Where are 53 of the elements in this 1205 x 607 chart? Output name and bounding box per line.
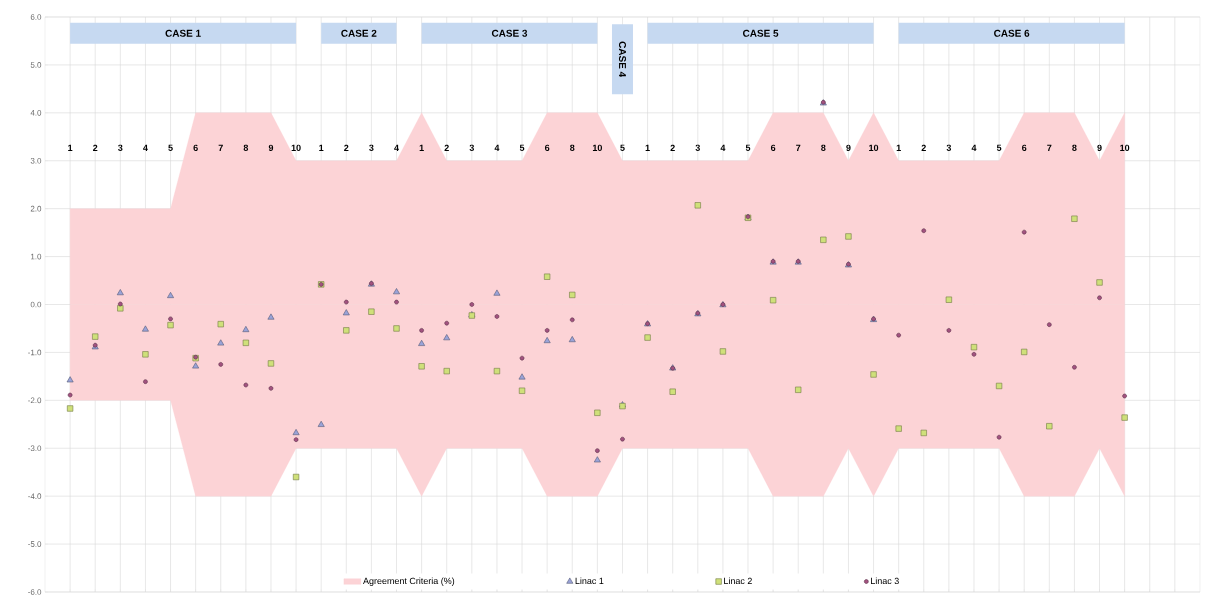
x-tick-label: 2 <box>444 144 449 151</box>
legend-label: Linac 1 <box>575 577 604 585</box>
x-tick-label: 7 <box>218 144 223 151</box>
x-tick-label: 4 <box>720 144 726 151</box>
x-tick-label: 4 <box>494 144 500 151</box>
x-tick-label: 3 <box>369 144 374 151</box>
x-tick-label: 8 <box>570 144 575 151</box>
x-tick-label: 6 <box>544 144 550 151</box>
x-tick-label: 1 <box>896 144 901 151</box>
x-tick-label: 1 <box>645 144 650 151</box>
x-tick-label: 9 <box>846 144 851 151</box>
x-tick-label: 2 <box>670 144 675 151</box>
x-tick-label: 2 <box>93 144 98 151</box>
x-tick-label: 3 <box>695 144 700 151</box>
x-tick-label: 6 <box>770 144 776 151</box>
x-tick-label: 3 <box>469 144 474 151</box>
annotation: CASE 6 <box>994 29 1030 37</box>
x-tick-label: 5 <box>620 144 625 151</box>
legend-label: Linac 3 <box>871 577 899 585</box>
x-tick-label: 3 <box>118 144 123 151</box>
x-tick-label: 3 <box>946 144 952 151</box>
x-tick-label: 10 <box>869 144 879 151</box>
x-tick-label: 4 <box>971 144 977 151</box>
x-tick-label: 8 <box>243 144 249 151</box>
x-tick-label: 10 <box>592 144 602 151</box>
x-tick-label: 5 <box>745 144 751 151</box>
x-tick-label: 7 <box>796 144 801 151</box>
x-tick-label: 9 <box>1097 144 1102 151</box>
x-tick-label: 8 <box>821 144 826 151</box>
x-tick-label: 8 <box>1072 144 1077 151</box>
x-tick-label: 4 <box>394 144 399 151</box>
x-tick-label: 1 <box>419 144 424 151</box>
annotation: CASE 4 <box>618 41 626 78</box>
legend-label: Agreement Criteria (%) <box>363 577 455 586</box>
x-tick-label: 2 <box>921 144 926 151</box>
x-tick-label: 5 <box>996 144 1002 151</box>
annotation: CASE 2 <box>341 29 377 37</box>
annotation: CASE 3 <box>491 29 528 37</box>
annotation: CASE 5 <box>742 29 779 37</box>
x-tick-label: 9 <box>268 144 274 151</box>
x-tick-label: 10 <box>291 144 301 151</box>
x-tick-label: 7 <box>1047 144 1052 151</box>
x-tick-label: 5 <box>168 144 173 151</box>
x-tick-label: 10 <box>1120 144 1130 151</box>
legend-label: Linac 2 <box>724 577 752 585</box>
x-tick-label: 1 <box>68 144 73 151</box>
x-tick-label: 1 <box>319 144 324 151</box>
x-tick-label: 5 <box>519 144 525 151</box>
x-tick-label: 4 <box>143 144 148 151</box>
x-tick-label: 2 <box>344 144 349 151</box>
x-tick-label: 6 <box>1022 144 1027 151</box>
x-tick-label: 6 <box>193 144 198 151</box>
annotation: CASE 1 <box>165 29 201 37</box>
